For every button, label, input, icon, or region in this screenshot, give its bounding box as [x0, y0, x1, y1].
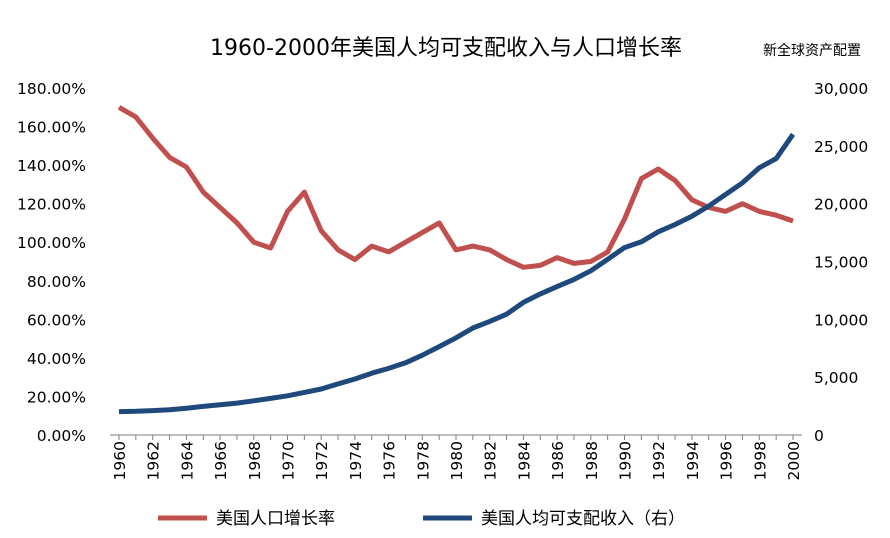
y-right-tick-label: 15,000	[814, 254, 868, 272]
x-tick-label: 1964	[178, 441, 196, 480]
x-tick-label: 1980	[448, 441, 466, 480]
y-left-tick-label: 100.00%	[17, 234, 86, 252]
x-tick-label: 1990	[617, 441, 635, 480]
y-left-tick-label: 60.00%	[27, 311, 86, 329]
y-right-tick-label: 30,000	[814, 80, 868, 98]
x-tick-label: 1992	[650, 441, 668, 480]
x-axis: 1960 1962 1964 1966 1968 1970 1972 1974 1976 1978…	[111, 435, 803, 480]
y-right-tick-label: 25,000	[814, 138, 868, 156]
legend: 美国人口增长率 美国人均可支配收入（右）	[158, 509, 685, 529]
y-right-tick-label: 0	[814, 427, 824, 445]
watermark: 新全球资产配置	[763, 42, 861, 59]
legend-label-disposable-income: 美国人均可支配收入（右）	[481, 509, 685, 529]
x-tick-label: 1966	[212, 441, 230, 480]
y-axis-left: 0.00% 20.00% 40.00% 60.00% 80.00% 100.00% 120.…	[17, 80, 86, 445]
x-tick-label: 1962	[145, 441, 163, 480]
y-right-tick-label: 5,000	[814, 369, 858, 387]
x-tick-label: 1994	[684, 441, 702, 480]
x-tick-label: 1974	[347, 441, 365, 480]
y-left-tick-label: 120.00%	[17, 196, 86, 214]
x-tick-label: 1972	[313, 441, 331, 480]
x-tick-label: 1976	[381, 441, 399, 480]
x-tick-label: 1968	[246, 441, 264, 480]
x-tick-label: 1960	[111, 441, 129, 480]
x-tick-label: 1978	[414, 441, 432, 480]
x-tick-label: 1988	[583, 441, 601, 480]
y-left-tick-label: 140.00%	[17, 157, 86, 175]
x-tick-label: 1986	[549, 441, 567, 480]
x-tick-label: 1996	[718, 441, 736, 480]
chart-title: 1960-2000年美国人均可支配收入与人口增长率	[210, 36, 682, 61]
legend-label-population-growth: 美国人口增长率	[216, 509, 335, 529]
y-left-tick-label: 20.00%	[27, 388, 86, 406]
x-tick-label: 1982	[482, 441, 500, 480]
y-right-tick-label: 10,000	[814, 311, 868, 329]
y-left-tick-label: 0.00%	[37, 427, 86, 445]
y-axis-right: 0 5,000 10,000 15,000 20,000 25,000 30,000	[814, 80, 868, 445]
y-left-tick-label: 180.00%	[17, 80, 86, 98]
y-left-tick-label: 80.00%	[27, 273, 86, 291]
plot-area	[117, 105, 796, 415]
y-left-tick-label: 160.00%	[17, 119, 86, 137]
x-tick-label: 1970	[280, 441, 298, 480]
series-line-disposable-income	[118, 132, 796, 415]
y-left-tick-label: 40.00%	[27, 350, 86, 368]
series-line-population-growth	[117, 105, 794, 270]
y-right-tick-label: 20,000	[814, 196, 868, 214]
x-tick-label: 1984	[515, 441, 533, 480]
x-tick-label: 2000	[785, 441, 803, 480]
x-tick-label: 1998	[751, 441, 769, 480]
